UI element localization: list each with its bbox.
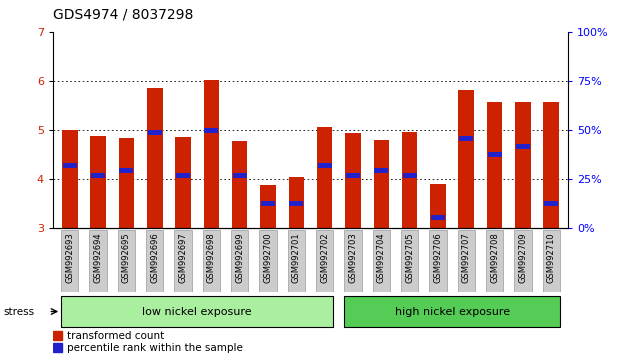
Text: GSM992694: GSM992694 [94, 232, 102, 282]
Bar [175, 230, 192, 292]
Bar [119, 169, 134, 173]
Bar [430, 184, 446, 228]
Bar [89, 230, 107, 292]
Bar [147, 88, 163, 228]
Bar [429, 230, 446, 292]
Bar [61, 296, 333, 327]
Bar [61, 230, 78, 292]
Text: GSM992696: GSM992696 [150, 232, 159, 283]
Bar [233, 173, 247, 178]
Bar [176, 173, 190, 178]
Bar [317, 127, 332, 228]
Bar [344, 230, 361, 292]
Bar [204, 128, 219, 132]
Bar [544, 201, 558, 206]
Text: GDS4974 / 8037298: GDS4974 / 8037298 [53, 7, 193, 21]
Bar [289, 201, 303, 206]
Bar [231, 230, 248, 292]
Bar [119, 138, 134, 228]
Bar [487, 102, 502, 228]
Text: GSM992695: GSM992695 [122, 232, 131, 282]
Bar [53, 331, 62, 341]
Text: GSM992710: GSM992710 [546, 232, 556, 282]
Bar [373, 230, 390, 292]
Bar [373, 140, 389, 228]
Bar [345, 132, 361, 228]
Text: GSM992709: GSM992709 [519, 232, 527, 282]
Text: GSM992698: GSM992698 [207, 232, 216, 283]
Text: GSM992693: GSM992693 [65, 232, 75, 283]
Bar [232, 141, 248, 228]
Bar [486, 230, 503, 292]
Text: GSM992705: GSM992705 [405, 232, 414, 282]
Text: GSM992699: GSM992699 [235, 232, 244, 282]
Text: GSM992702: GSM992702 [320, 232, 329, 282]
Bar [346, 173, 360, 178]
Bar [515, 102, 531, 228]
Bar [402, 132, 417, 228]
Bar [344, 296, 560, 327]
Text: low nickel exposure: low nickel exposure [142, 307, 252, 316]
Bar [261, 201, 275, 206]
Text: GSM992706: GSM992706 [433, 232, 442, 283]
Bar [401, 230, 419, 292]
Bar [62, 130, 78, 228]
Bar [118, 230, 135, 292]
Bar [260, 230, 277, 292]
Bar [204, 80, 219, 228]
Bar [90, 137, 106, 228]
Bar [175, 137, 191, 228]
Bar [402, 173, 417, 178]
Text: GSM992707: GSM992707 [462, 232, 471, 283]
Bar [260, 185, 276, 228]
Bar [460, 136, 473, 141]
Text: GSM992701: GSM992701 [292, 232, 301, 282]
Bar [146, 230, 163, 292]
Bar [91, 173, 105, 178]
Bar [543, 102, 559, 228]
Text: GSM992708: GSM992708 [490, 232, 499, 283]
Bar [431, 215, 445, 220]
Bar [316, 230, 333, 292]
Bar [374, 169, 388, 173]
Bar [516, 144, 530, 149]
Bar [458, 230, 475, 292]
Bar [288, 230, 305, 292]
Text: GSM992700: GSM992700 [263, 232, 273, 282]
Text: stress: stress [3, 307, 34, 316]
Bar [487, 152, 502, 157]
Text: high nickel exposure: high nickel exposure [394, 307, 510, 316]
Text: GSM992704: GSM992704 [377, 232, 386, 282]
Bar [53, 343, 62, 352]
Bar [148, 130, 161, 135]
Text: transformed count: transformed count [67, 331, 165, 341]
Text: GSM992697: GSM992697 [179, 232, 188, 283]
Bar [514, 230, 532, 292]
Bar [202, 230, 220, 292]
Bar [289, 177, 304, 228]
Text: GSM992703: GSM992703 [348, 232, 358, 283]
Bar [318, 163, 332, 168]
Text: percentile rank within the sample: percentile rank within the sample [67, 343, 243, 353]
Bar [543, 230, 560, 292]
Bar [63, 163, 77, 168]
Bar [458, 90, 474, 228]
